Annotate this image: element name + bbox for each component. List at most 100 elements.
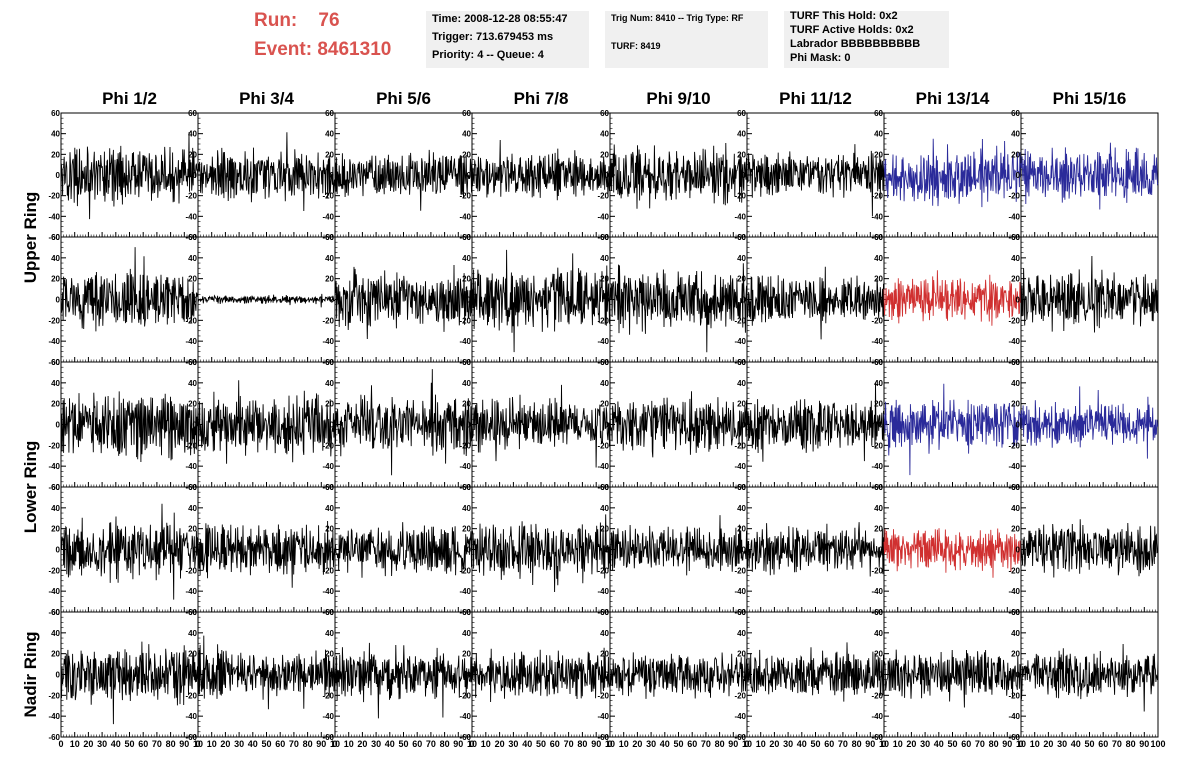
y-tick-label: 60	[325, 483, 334, 492]
x-tick-label: 30	[646, 739, 656, 749]
y-tick-label: 40	[737, 130, 746, 139]
x-tick-label: 0	[58, 739, 63, 749]
x-tick-label: 80	[577, 739, 587, 749]
y-tick-label: 40	[462, 629, 471, 638]
y-tick-label: 40	[737, 379, 746, 388]
y-tick-label: -40	[597, 712, 609, 721]
column-header-8: Phi 15/16	[1053, 89, 1127, 108]
x-tick-label: 10	[330, 739, 340, 749]
x-tick-label: 80	[715, 739, 725, 749]
y-tick-label: -60	[322, 733, 334, 742]
y-tick-label: 40	[325, 629, 334, 638]
x-tick-label: 70	[564, 739, 574, 749]
x-tick-label: 40	[111, 739, 121, 749]
y-tick-label: -40	[185, 337, 197, 346]
x-tick-label: 80	[852, 739, 862, 749]
x-tick-label: 90	[179, 739, 189, 749]
x-tick-label: 10	[344, 739, 354, 749]
y-tick-label: 0	[879, 671, 884, 680]
run-label-line: Run: 76	[254, 10, 340, 32]
x-tick-label: 10	[481, 739, 491, 749]
y-tick-label: -40	[459, 212, 471, 221]
y-tick-label: -40	[322, 337, 334, 346]
y-tick-label: -20	[322, 192, 334, 201]
y-tick-label: -40	[597, 587, 609, 596]
y-tick-label: 60	[737, 233, 746, 242]
y-tick-label: 40	[600, 379, 609, 388]
y-tick-label: 60	[1011, 358, 1020, 367]
y-tick-label: -40	[871, 587, 883, 596]
x-tick-label: 90	[591, 739, 601, 749]
y-tick-label: -20	[1008, 691, 1020, 700]
y-tick-label: 20	[51, 400, 60, 409]
y-tick-label: 0	[330, 296, 335, 305]
column-header-5: Phi 9/10	[646, 89, 710, 108]
y-tick-label: 60	[51, 109, 60, 118]
y-tick-label: -40	[597, 212, 609, 221]
y-tick-label: -40	[459, 587, 471, 596]
waveform-trace-r4-c8	[1020, 519, 1159, 578]
y-tick-label: -40	[597, 462, 609, 471]
y-tick-label: 60	[1011, 233, 1020, 242]
y-tick-label: 0	[605, 671, 610, 680]
y-tick-label: -20	[48, 192, 60, 201]
x-tick-label: 60	[412, 739, 422, 749]
x-tick-label: 10	[742, 739, 752, 749]
y-tick-label: -20	[459, 691, 471, 700]
y-tick-label: 40	[600, 130, 609, 139]
y-tick-label: -20	[1008, 192, 1020, 201]
y-tick-label: 60	[737, 483, 746, 492]
x-tick-label: 10	[70, 739, 80, 749]
y-tick-label: -20	[48, 441, 60, 450]
trig-info-box: Trig Num: 8410 -- Trig Type: RF TURF: 84…	[605, 11, 768, 68]
column-header-6: Phi 11/12	[779, 89, 852, 108]
waveform-trace-r4-c3	[334, 522, 473, 578]
waveform-trace-r1-c2	[197, 132, 336, 212]
time-trigger-info-box: Time: 2008-12-28 08:55:47 Trigger: 713.6…	[426, 11, 589, 68]
y-tick-label: -20	[1008, 566, 1020, 575]
y-tick-label: 20	[188, 400, 197, 409]
x-tick-label: 10	[1030, 739, 1040, 749]
info-turf: TURF: 8419	[611, 41, 661, 51]
x-tick-label: 90	[1139, 739, 1149, 749]
x-tick-label: 20	[220, 739, 230, 749]
y-tick-label: -20	[871, 566, 883, 575]
y-tick-label: 40	[462, 254, 471, 263]
y-tick-label: 40	[1011, 254, 1020, 263]
x-tick-label: 80	[303, 739, 313, 749]
y-tick-label: 20	[874, 275, 883, 284]
x-tick-label: 90	[728, 739, 738, 749]
y-tick-label: -40	[734, 462, 746, 471]
y-tick-label: 0	[56, 171, 61, 180]
waveform-trace-r5-c6	[746, 642, 885, 702]
y-tick-label: 20	[1011, 400, 1020, 409]
y-tick-label: 0	[193, 171, 198, 180]
y-tick-label: -40	[734, 587, 746, 596]
x-tick-label: 90	[865, 739, 875, 749]
y-tick-label: 0	[742, 171, 747, 180]
y-tick-label: 60	[188, 233, 197, 242]
y-tick-label: 40	[51, 130, 60, 139]
y-tick-label: 0	[330, 546, 335, 555]
column-header-1: Phi 1/2	[102, 89, 157, 108]
y-tick-label: 40	[462, 504, 471, 513]
y-tick-label: -20	[459, 566, 471, 575]
y-tick-label: 0	[605, 171, 610, 180]
y-tick-label: 20	[737, 525, 746, 534]
y-tick-label: 20	[51, 150, 60, 159]
y-tick-label: 0	[193, 546, 198, 555]
y-tick-label: -40	[734, 337, 746, 346]
y-tick-label: 40	[325, 254, 334, 263]
y-tick-label: 60	[874, 608, 883, 617]
x-tick-label: 50	[536, 739, 546, 749]
waveform-trace-r4-c7	[883, 528, 1022, 578]
y-tick-label: -20	[1008, 441, 1020, 450]
y-tick-label: 20	[737, 400, 746, 409]
y-tick-label: 20	[188, 650, 197, 659]
y-tick-label: 20	[1011, 525, 1020, 534]
x-tick-label: 30	[783, 739, 793, 749]
y-tick-label: -40	[1008, 712, 1020, 721]
waveform-trace-r5-c7	[883, 649, 1022, 708]
y-tick-label: 60	[737, 358, 746, 367]
x-tick-label: 70	[838, 739, 848, 749]
